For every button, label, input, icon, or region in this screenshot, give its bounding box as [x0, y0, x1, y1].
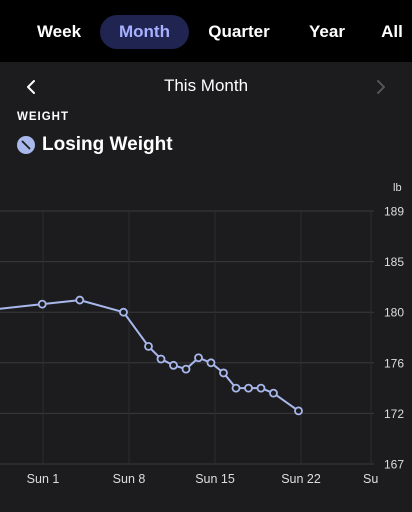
y-tick-label: 172 — [384, 407, 404, 421]
period-tabs: Week Month Quarter Year All — [0, 0, 412, 62]
data-point[interactable] — [269, 388, 278, 398]
data-point[interactable] — [294, 406, 303, 416]
metric-label: WEIGHT — [17, 111, 69, 123]
trend-down-icon — [17, 136, 35, 154]
tab-all[interactable]: All — [381, 22, 403, 41]
data-point[interactable] — [37, 299, 47, 309]
chevron-left-icon[interactable] — [19, 74, 45, 100]
weight-series-line — [0, 299, 300, 412]
tab-year[interactable]: Year — [309, 22, 345, 41]
y-tick-label: 189 — [384, 205, 404, 219]
y-tick-label: 176 — [384, 356, 404, 370]
weight-panel: This Month WEIGHT Losing Weight lb 189 18… — [0, 62, 412, 512]
tab-quarter[interactable]: Quarter — [208, 22, 270, 41]
data-point[interactable] — [75, 295, 85, 305]
period-navigator: This Month — [0, 62, 412, 112]
x-tick-label: Sun 8 — [113, 472, 146, 486]
data-point[interactable] — [156, 354, 166, 364]
data-point[interactable] — [206, 358, 216, 368]
x-tick-label: Sun 22 — [281, 472, 321, 486]
tab-week[interactable]: Week — [36, 22, 82, 41]
x-tick-label: Sun 15 — [195, 472, 235, 486]
data-point[interactable] — [181, 364, 191, 374]
data-point[interactable] — [194, 353, 203, 363]
data-point[interactable] — [119, 307, 128, 317]
data-point[interactable] — [144, 341, 153, 351]
x-tick-label: Su — [363, 472, 378, 486]
y-tick-label: 167 — [384, 458, 404, 472]
data-point[interactable] — [256, 383, 266, 393]
trend-status-text: Losing Weight — [42, 134, 173, 155]
y-tick-label: 180 — [384, 306, 404, 320]
chevron-right-icon[interactable] — [367, 74, 393, 100]
y-axis-unit: lb — [393, 182, 402, 194]
data-point[interactable] — [231, 383, 241, 393]
data-point[interactable] — [219, 368, 228, 378]
data-point[interactable] — [169, 360, 178, 370]
x-tick-label: Sun 1 — [27, 472, 60, 486]
y-tick-label: 185 — [384, 255, 404, 269]
data-point[interactable] — [244, 383, 253, 393]
weight-chart: 189 185 180 176 172 167 Sun 1 Sun 8 Sun 15 Sun 22… — [0, 205, 404, 486]
tab-month[interactable]: Month — [100, 15, 189, 49]
period-title: This Month — [163, 76, 249, 95]
